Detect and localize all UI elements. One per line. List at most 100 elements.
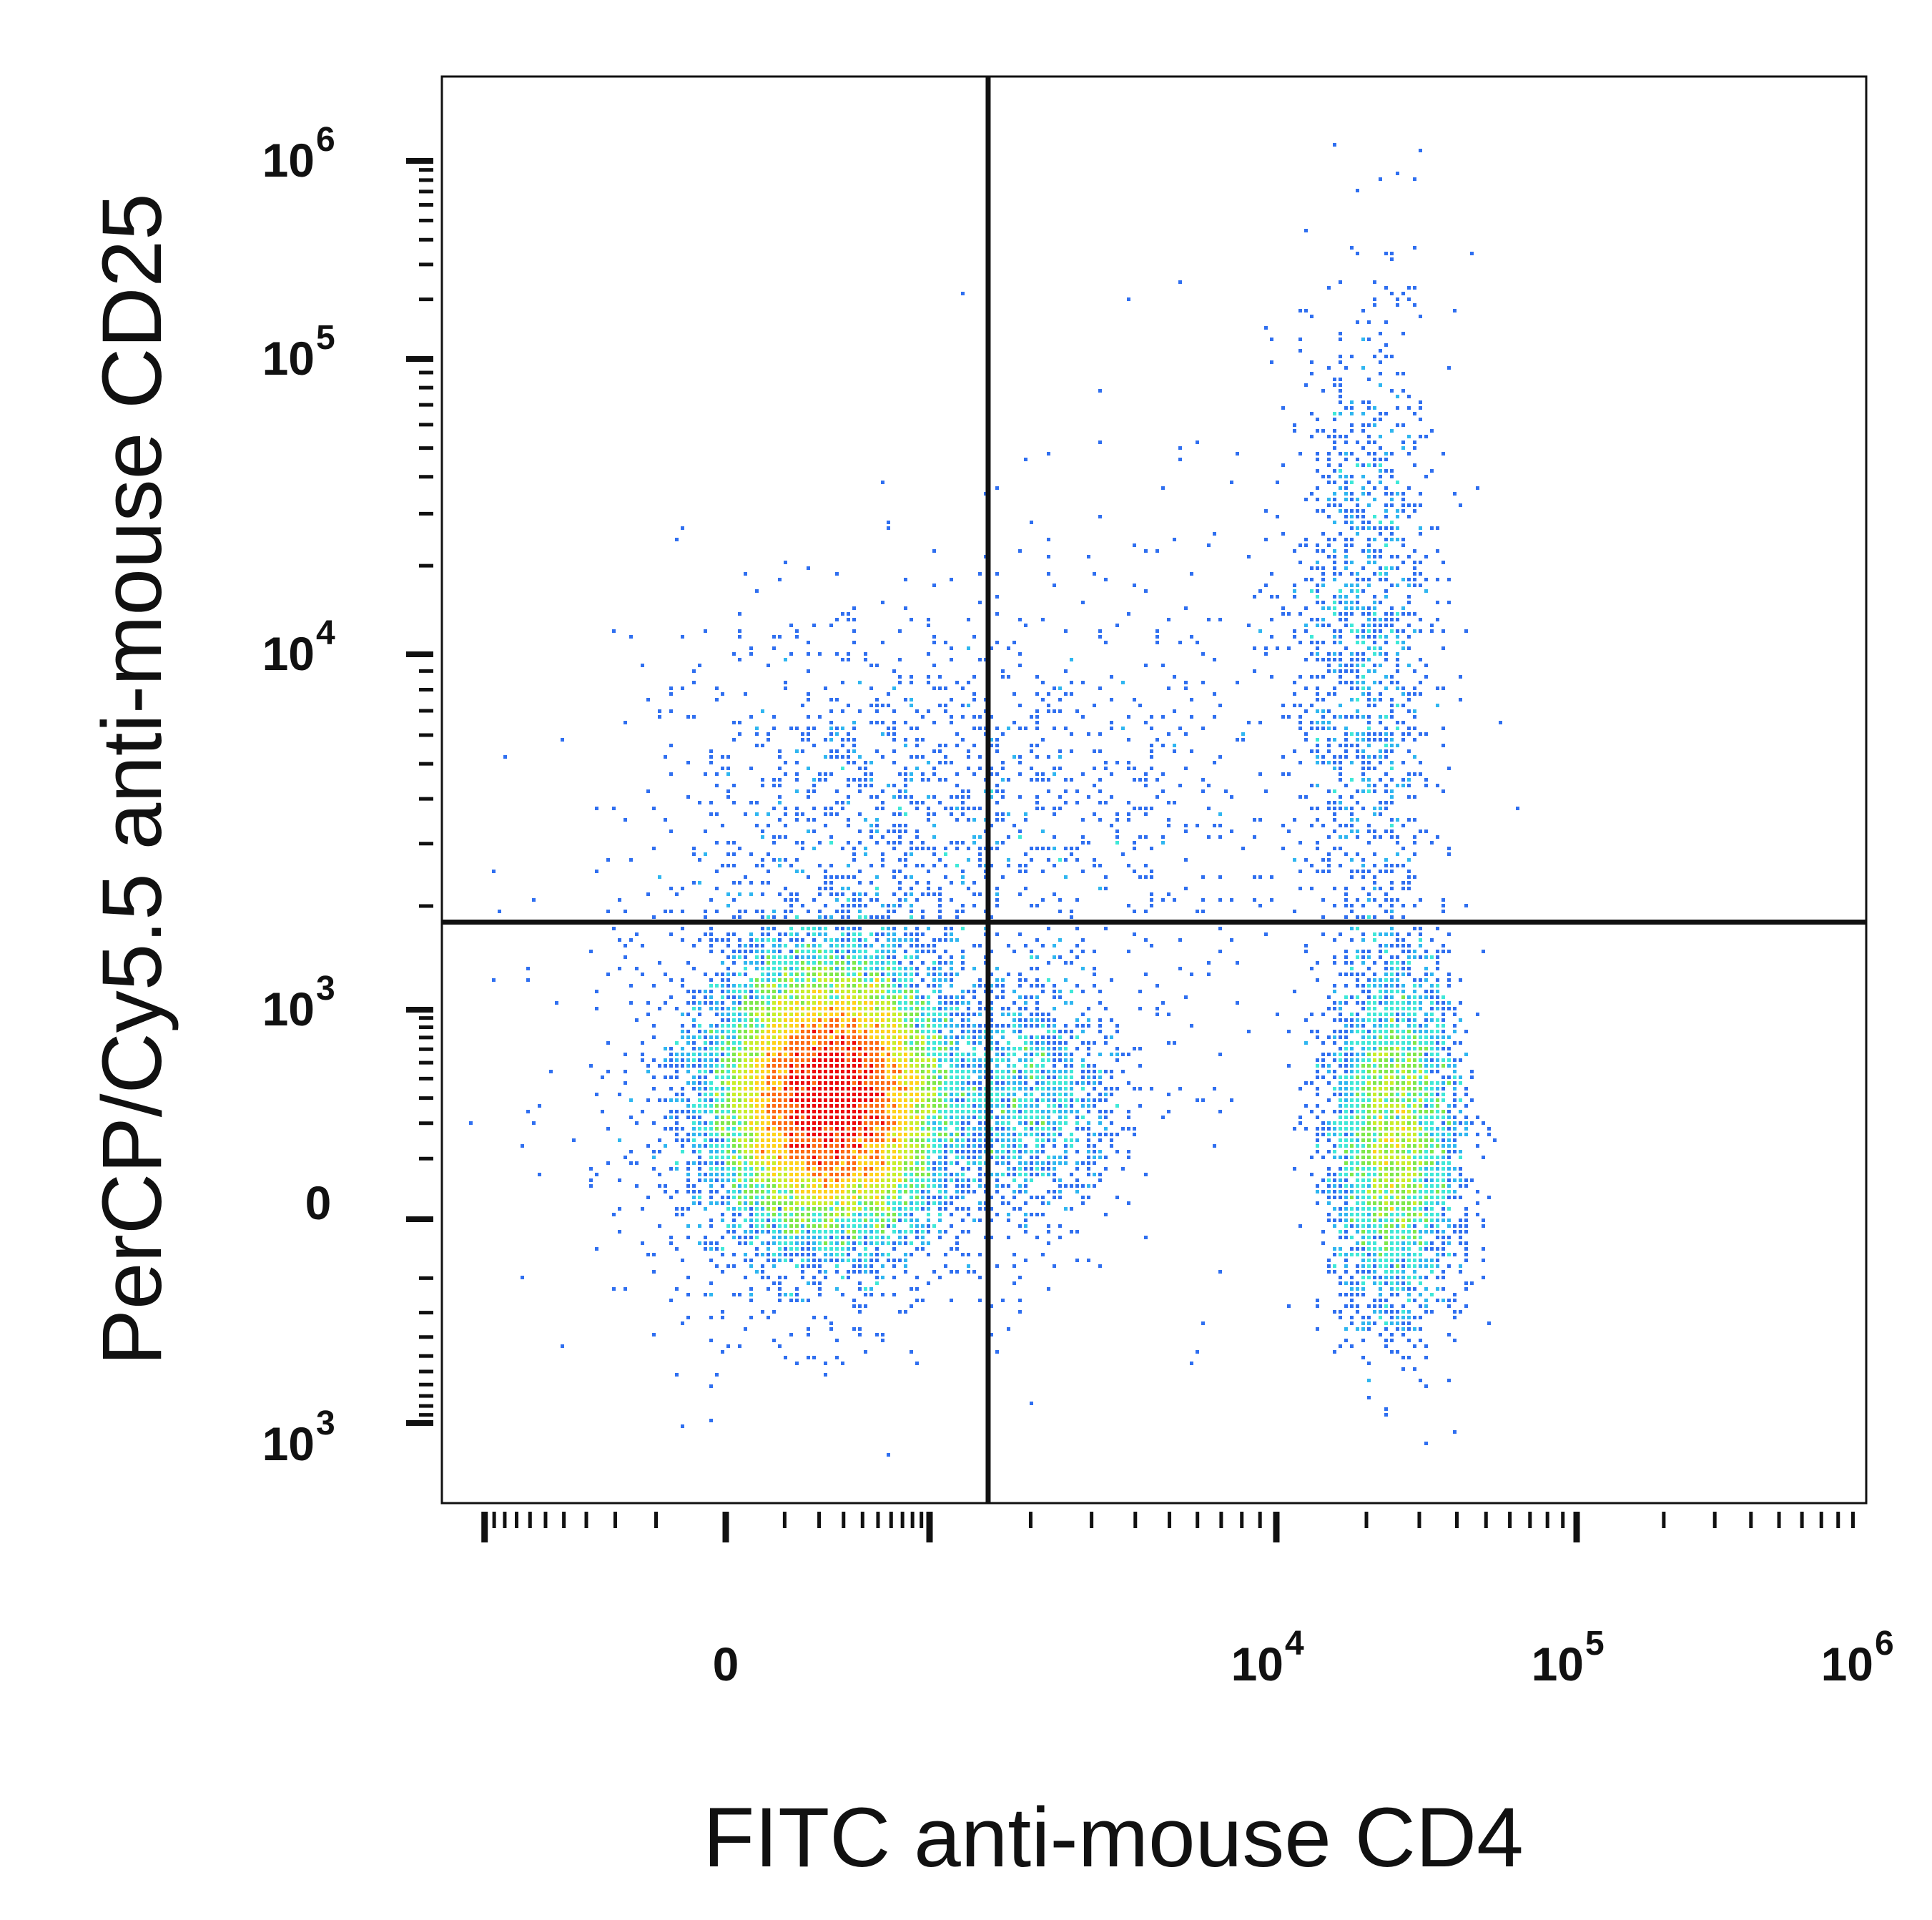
- event-dot-942: [864, 984, 867, 988]
- event-dot-1267: [892, 1116, 896, 1119]
- event-dot-1565: [944, 1081, 947, 1085]
- event-dot-2333: [950, 1173, 953, 1176]
- event-dot-652: [921, 1207, 925, 1211]
- event-dot-760: [904, 1110, 907, 1113]
- event-dot-3109: [1327, 1070, 1331, 1073]
- event-dot-4476: [978, 1058, 982, 1062]
- event-dot-4919: [1441, 629, 1445, 633]
- event-dot-3734: [1344, 1087, 1348, 1091]
- event-dot-3531: [1430, 1116, 1434, 1119]
- event-dot-1635: [904, 1230, 907, 1234]
- event-dot-3782: [1453, 1230, 1457, 1234]
- event-dot-4415: [1030, 1156, 1033, 1159]
- event-dot-1894: [749, 984, 753, 988]
- event-dot-3228: [1419, 1201, 1422, 1205]
- event-dot-4729: [1361, 446, 1365, 450]
- event-dot-2091: [858, 1236, 862, 1239]
- event-dot-3580: [1401, 1253, 1405, 1256]
- event-dot-4442: [1081, 1075, 1085, 1079]
- event-dot-3980: [1487, 1321, 1491, 1325]
- event-dot-384: [955, 1144, 959, 1148]
- event-dot-4377: [1024, 1035, 1027, 1039]
- event-dot-3148: [1373, 1081, 1376, 1085]
- event-dot-3215: [1401, 1184, 1405, 1188]
- event-dot-1594: [972, 1098, 976, 1102]
- event-dot-292: [915, 1081, 919, 1085]
- event-dot-2758: [1333, 1150, 1336, 1153]
- event-dot-1545: [761, 1064, 764, 1068]
- event-dot-3471: [1441, 1207, 1445, 1211]
- event-dot-1326: [726, 1075, 730, 1079]
- event-dot-3858: [1361, 1276, 1365, 1279]
- event-dot-2300: [692, 1116, 696, 1119]
- event-dot-1096: [875, 1161, 879, 1165]
- event-dot-100: [698, 1150, 701, 1153]
- event-dot-1999: [744, 990, 747, 993]
- event-dot-657: [847, 1161, 850, 1165]
- event-dot-4652: [1030, 1127, 1033, 1131]
- event-dot-2981: [1384, 1236, 1388, 1239]
- event-dot-895: [744, 1070, 747, 1073]
- event-dot-1200: [864, 1047, 867, 1050]
- event-dot-1724: [904, 973, 907, 976]
- event-dot-1069: [927, 1064, 930, 1068]
- event-dot-2559: [818, 910, 822, 913]
- event-dot-4615: [1070, 1207, 1073, 1211]
- event-dot-841: [807, 1110, 810, 1113]
- event-dot-1266: [835, 967, 839, 970]
- event-dot-2370: [864, 1287, 867, 1291]
- event-dot-3586: [1413, 1224, 1416, 1228]
- event-dot-4639: [1018, 1070, 1022, 1073]
- event-dot-1012: [841, 984, 844, 988]
- event-dot-3855: [1333, 990, 1336, 993]
- event-dot-2560: [915, 955, 919, 959]
- event-dot-4356: [1024, 1230, 1027, 1234]
- event-dot-207: [761, 1253, 764, 1256]
- event-dot-2920: [1441, 1024, 1445, 1028]
- event-dot-3962: [1413, 927, 1416, 930]
- event-dot-4412: [972, 1150, 976, 1153]
- event-dot-4494: [990, 1047, 993, 1050]
- event-dot-745: [881, 1116, 884, 1119]
- event-dot-999: [738, 1093, 741, 1096]
- event-dot-160: [738, 1116, 741, 1119]
- event-dot-2494: [944, 995, 947, 999]
- event-dot-4167: [1087, 1184, 1090, 1188]
- event-dot-4237: [1047, 1081, 1050, 1085]
- event-dot-3121: [1356, 1167, 1359, 1171]
- event-dot-1573: [732, 1007, 736, 1010]
- event-dot-4482: [1058, 1178, 1062, 1182]
- event-dot-1046: [744, 1190, 747, 1193]
- event-dot-2415: [875, 950, 879, 953]
- event-dot-564: [772, 961, 776, 965]
- event-dot-4138: [1012, 1087, 1016, 1091]
- event-dot-1063: [875, 1007, 879, 1010]
- event-dot-507: [755, 1075, 759, 1079]
- event-dot-821: [898, 1173, 902, 1176]
- event-dot-2405: [910, 1253, 913, 1256]
- event-dot-4327: [1035, 1001, 1039, 1005]
- event-dot-848: [869, 1156, 873, 1159]
- event-dot-4488: [1047, 1098, 1050, 1102]
- event-dot-2071: [795, 1241, 799, 1245]
- event-dot-1340: [927, 1184, 930, 1188]
- event-dot-3011: [1333, 1264, 1336, 1268]
- event-dot-2394: [709, 1178, 713, 1182]
- event-dot-4813: [1333, 669, 1336, 673]
- event-dot-4477: [1007, 944, 1010, 947]
- event-dot-1466: [932, 1184, 936, 1188]
- event-dot-2712: [1390, 1138, 1394, 1142]
- event-dot-93: [887, 1013, 890, 1016]
- event-dot-856: [795, 1098, 799, 1102]
- event-dot-3345: [1379, 1236, 1382, 1239]
- event-dot-3843: [1459, 1224, 1462, 1228]
- event-dot-2412: [732, 1150, 736, 1153]
- event-dot-3230: [1373, 932, 1376, 936]
- event-dot-4458: [1064, 1144, 1068, 1148]
- event-dot-491: [789, 1081, 793, 1085]
- event-dot-178: [778, 1156, 782, 1159]
- event-dot-1854: [875, 1201, 879, 1205]
- event-dot-22: [812, 1133, 816, 1136]
- event-dot-4779: [1419, 526, 1422, 530]
- event-dot-4865: [1339, 778, 1342, 782]
